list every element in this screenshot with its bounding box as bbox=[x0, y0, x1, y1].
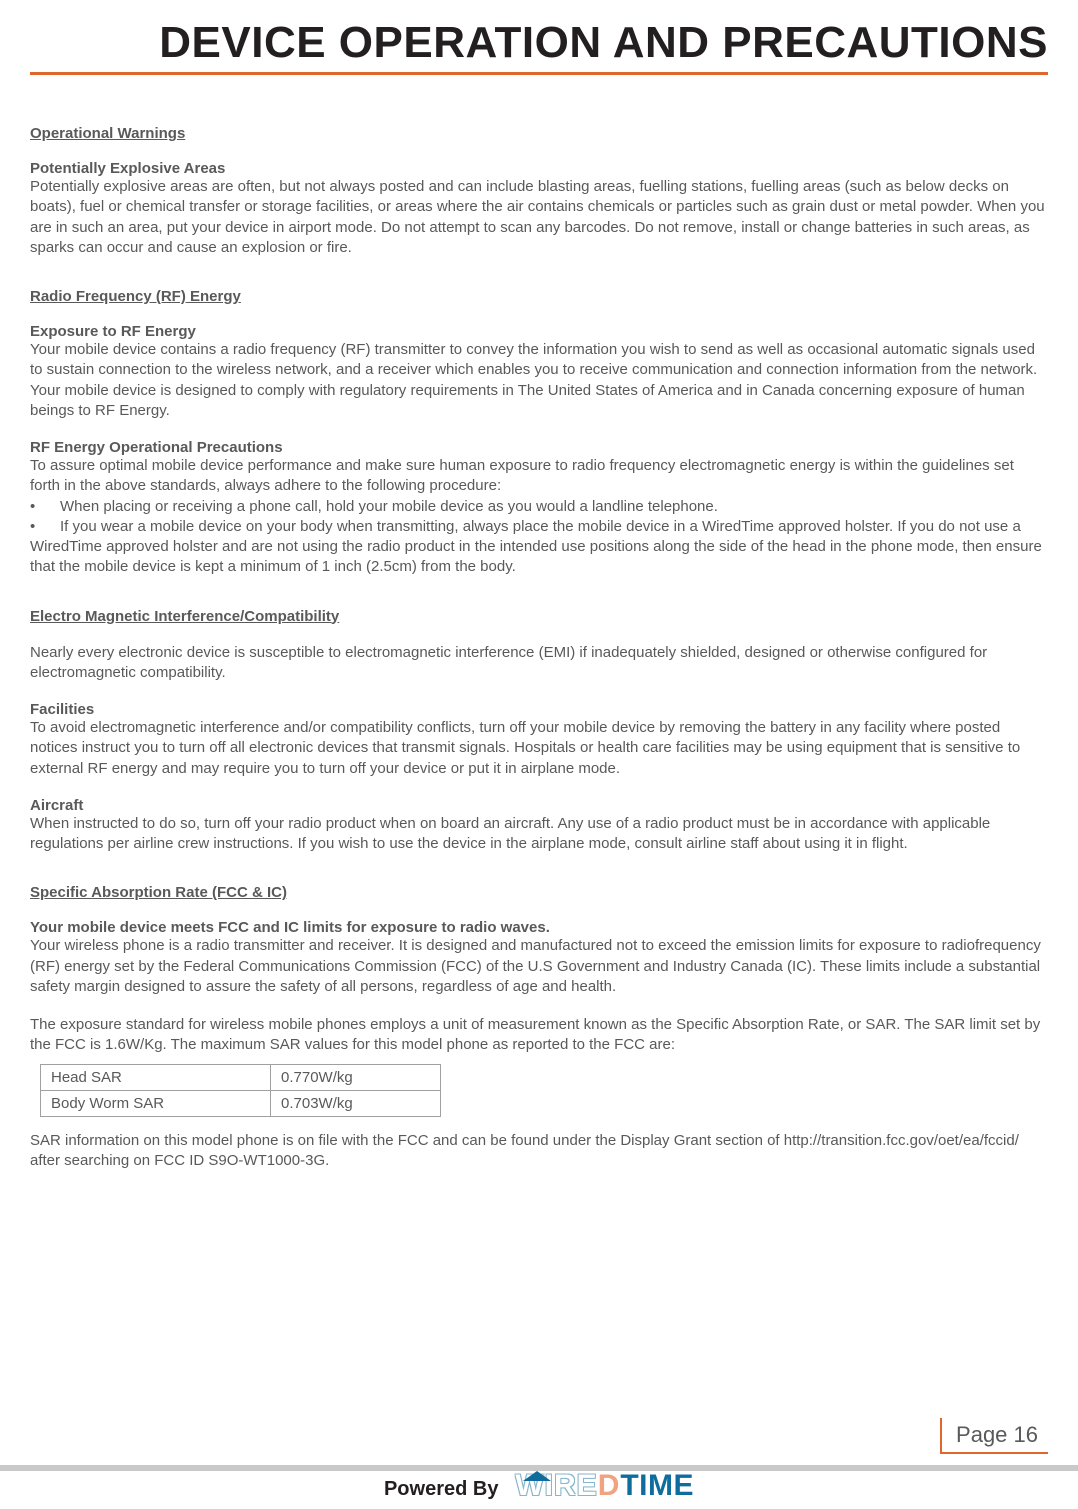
sar-table: Head SAR 0.770W/kg Body Worm SAR 0.703W/… bbox=[40, 1064, 441, 1117]
sar-body-label: Body Worm SAR bbox=[41, 1090, 271, 1116]
logo-time-text: TIME bbox=[620, 1469, 694, 1502]
subheading-facilities: Facilities bbox=[30, 701, 1048, 718]
subheading-sar-limits: Your mobile device meets FCC and IC limi… bbox=[30, 919, 1048, 936]
para-explosive-areas: Potentially explosive areas are often, b… bbox=[30, 177, 1048, 258]
bullet-item-2: • If you wear a mobile device on your bo… bbox=[30, 517, 1048, 537]
heading-sar: Specific Absorption Rate (FCC & IC) bbox=[30, 884, 1048, 901]
heading-operational-warnings: Operational Warnings bbox=[30, 125, 1048, 142]
sar-body-value: 0.703W/kg bbox=[271, 1090, 441, 1116]
subheading-rf-precautions: RF Energy Operational Precautions bbox=[30, 439, 1048, 456]
para-sar-3: SAR information on this model phone is o… bbox=[30, 1131, 1048, 1172]
para-rf-precautions-intro: To assure optimal mobile device performa… bbox=[30, 456, 1048, 497]
bullet-icon: • bbox=[30, 497, 60, 517]
footer-logo: Powered By WIREDTIME bbox=[0, 1469, 1078, 1503]
logo-d-text: D bbox=[598, 1469, 621, 1502]
subheading-exposure-rf: Exposure to RF Energy bbox=[30, 323, 1048, 340]
bullet-icon: • bbox=[30, 517, 60, 537]
table-row: Body Worm SAR 0.703W/kg bbox=[41, 1090, 441, 1116]
heading-emi: Electro Magnetic Interference/Compatibil… bbox=[30, 608, 1048, 625]
page-number: Page 16 bbox=[940, 1418, 1048, 1454]
bullet-text-2: If you wear a mobile device on your body… bbox=[60, 517, 1021, 537]
page-title: DEVICE OPERATION AND PRECAUTIONS bbox=[159, 18, 1048, 67]
subheading-explosive-areas: Potentially Explosive Areas bbox=[30, 160, 1048, 177]
para-facilities: To avoid electromagnetic interference an… bbox=[30, 718, 1048, 779]
subheading-aircraft: Aircraft bbox=[30, 797, 1048, 814]
powered-by-label: Powered By bbox=[384, 1478, 498, 1500]
para-sar-1: Your wireless phone is a radio transmitt… bbox=[30, 936, 1048, 997]
para-emi-intro: Nearly every electronic device is suscep… bbox=[30, 643, 1048, 684]
bullet-text-1: When placing or receiving a phone call, … bbox=[60, 497, 718, 517]
para-sar-2: The exposure standard for wireless mobil… bbox=[30, 1015, 1048, 1056]
para-exposure-rf: Your mobile device contains a radio freq… bbox=[30, 340, 1048, 421]
sar-head-label: Head SAR bbox=[41, 1064, 271, 1090]
page-container: DEVICE OPERATION AND PRECAUTIONS Operati… bbox=[0, 0, 1078, 1509]
title-bar: DEVICE OPERATION AND PRECAUTIONS bbox=[30, 0, 1048, 75]
table-row: Head SAR 0.770W/kg bbox=[41, 1064, 441, 1090]
sar-head-value: 0.770W/kg bbox=[271, 1064, 441, 1090]
heading-rf-energy: Radio Frequency (RF) Energy bbox=[30, 288, 1048, 305]
bullet-item-1: • When placing or receiving a phone call… bbox=[30, 497, 1048, 517]
para-aircraft: When instructed to do so, turn off your … bbox=[30, 814, 1048, 855]
para-rf-precautions-cont: WiredTime approved holster and are not u… bbox=[30, 537, 1048, 578]
